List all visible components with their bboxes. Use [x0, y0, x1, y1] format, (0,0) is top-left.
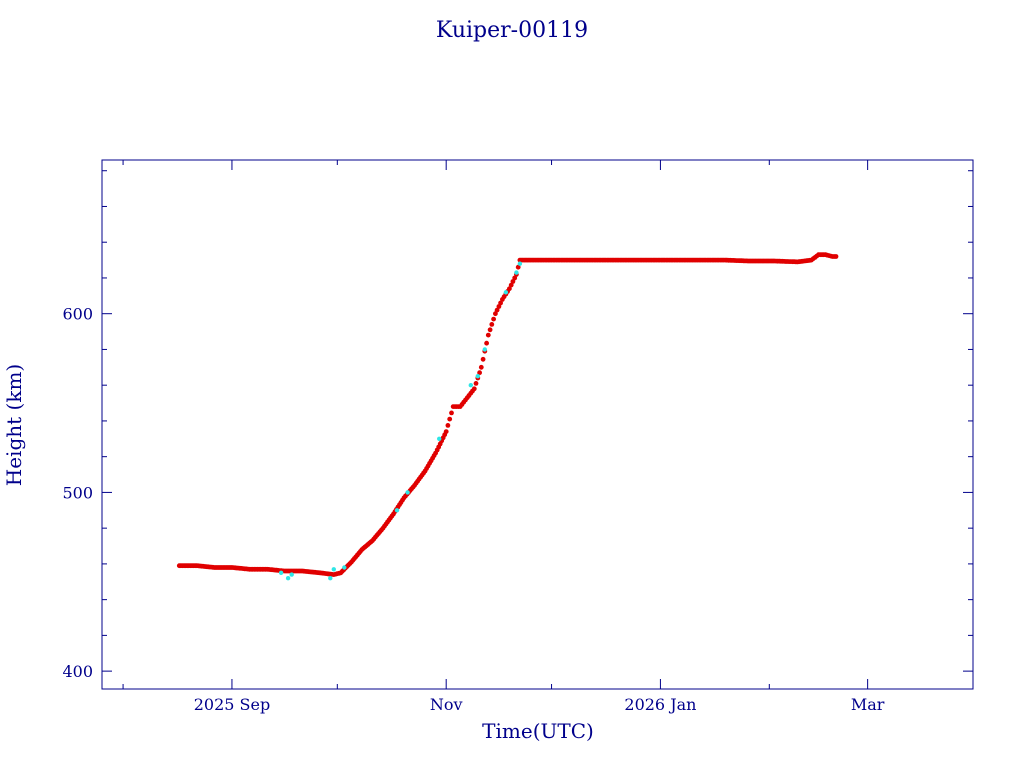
- y-tick-label: 600: [62, 305, 93, 324]
- data-point: [342, 565, 347, 570]
- y-tick-label: 500: [62, 483, 93, 502]
- data-point: [468, 383, 473, 388]
- data-point: [484, 340, 489, 346]
- data-point: [489, 322, 495, 327]
- data-point: [289, 572, 294, 577]
- data-point: [447, 416, 453, 422]
- data-point: [443, 429, 449, 434]
- x-tick-label: 2026 Jan: [624, 695, 696, 714]
- y-tick-labels: 400 500 600: [62, 305, 93, 681]
- data-point: [445, 423, 451, 428]
- data-point: [278, 570, 284, 575]
- data-point: [477, 370, 482, 376]
- x-axis-label: Time(UTC): [482, 719, 594, 743]
- data-point: [482, 347, 487, 352]
- data-point: [833, 254, 839, 259]
- data-point: [485, 332, 491, 338]
- data-point: [328, 576, 333, 581]
- data-point: [473, 381, 479, 386]
- plot-frame: [101, 159, 974, 690]
- data-point: [331, 567, 336, 572]
- data-point: [449, 410, 454, 416]
- data-point: [478, 364, 484, 370]
- data-point: [493, 311, 498, 317]
- data-point: [405, 490, 410, 495]
- data-point: [517, 261, 523, 266]
- data-point: [494, 307, 500, 313]
- y-axis-label: Height (km): [2, 364, 26, 486]
- data-point: [487, 327, 493, 333]
- x-tick-label: 2025 Sep: [194, 695, 270, 714]
- x-tick-label: Nov: [430, 695, 463, 714]
- data-point: [498, 300, 503, 306]
- data-point: [480, 356, 486, 362]
- data-point: [515, 264, 521, 270]
- data-point: [437, 436, 442, 441]
- x-tick-label: Mar: [851, 695, 885, 714]
- data-points: [176, 252, 839, 581]
- chart-title: Kuiper-00119: [436, 18, 588, 43]
- axis-ticks: [102, 160, 973, 689]
- data-point: [475, 374, 480, 379]
- data-point: [508, 282, 514, 288]
- x-tick-labels: 2025 Sep Nov 2026 Jan Mar: [194, 695, 885, 714]
- y-tick-label: 400: [62, 662, 93, 681]
- data-point: [394, 508, 400, 513]
- data-point: [503, 290, 509, 295]
- data-point: [471, 386, 477, 392]
- data-point: [512, 275, 518, 281]
- data-point: [285, 576, 291, 581]
- data-point: [507, 286, 512, 292]
- data-point: [491, 316, 496, 322]
- data-point: [514, 270, 519, 275]
